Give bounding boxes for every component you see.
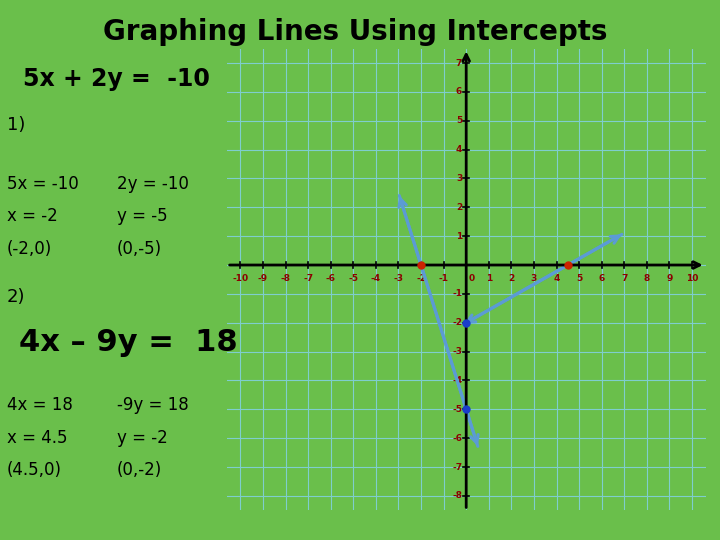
Text: 2): 2) [7,288,25,306]
Text: y = -2: y = -2 [117,429,168,447]
Text: (4.5,0): (4.5,0) [7,461,62,479]
Text: 8: 8 [644,274,650,284]
Text: -2: -2 [452,318,462,327]
Text: -9y = 18: -9y = 18 [117,396,189,414]
Text: 0: 0 [469,274,475,284]
Text: 6: 6 [598,274,605,284]
Text: (-2,0): (-2,0) [7,240,53,258]
Text: -7: -7 [452,463,462,471]
Text: -8: -8 [452,491,462,501]
Text: -3: -3 [452,347,462,356]
Text: -3: -3 [393,274,403,284]
Text: 1: 1 [486,274,492,284]
Text: y = -5: y = -5 [117,207,168,225]
Text: 4x = 18: 4x = 18 [7,396,73,414]
Text: x = -2: x = -2 [7,207,58,225]
Text: -4: -4 [452,376,462,385]
Text: -6: -6 [452,434,462,443]
Text: -1: -1 [438,274,449,284]
Text: -8: -8 [281,274,291,284]
Text: (0,-2): (0,-2) [117,461,162,479]
Text: -2: -2 [416,274,426,284]
Text: 2: 2 [508,274,515,284]
Text: x = 4.5: x = 4.5 [7,429,68,447]
Text: 3: 3 [531,274,537,284]
Text: 1): 1) [7,116,25,133]
Text: 5x + 2y =  -10: 5x + 2y = -10 [23,68,210,91]
Text: 2y = -10: 2y = -10 [117,175,189,193]
Text: 4: 4 [554,274,559,284]
Text: 1: 1 [456,232,462,241]
Text: 4x – 9y =  18: 4x – 9y = 18 [19,328,238,357]
Text: 7: 7 [456,58,462,68]
Text: -10: -10 [233,274,248,284]
Text: 6: 6 [456,87,462,96]
Text: -1: -1 [452,289,462,299]
Text: -6: -6 [325,274,336,284]
Text: (0,-5): (0,-5) [117,240,162,258]
Text: Graphing Lines Using Intercepts: Graphing Lines Using Intercepts [104,18,608,46]
Text: -9: -9 [258,274,268,284]
Text: 5: 5 [456,116,462,125]
Text: 3: 3 [456,174,462,183]
Text: 9: 9 [666,274,672,284]
Text: 4: 4 [456,145,462,154]
Text: 5: 5 [576,274,582,284]
Text: 2: 2 [456,203,462,212]
Text: 5x = -10: 5x = -10 [7,175,78,193]
Text: 7: 7 [621,274,628,284]
Text: -7: -7 [303,274,313,284]
Text: -5: -5 [348,274,359,284]
Text: -4: -4 [371,274,381,284]
Text: -5: -5 [452,405,462,414]
Text: 10: 10 [686,274,698,284]
